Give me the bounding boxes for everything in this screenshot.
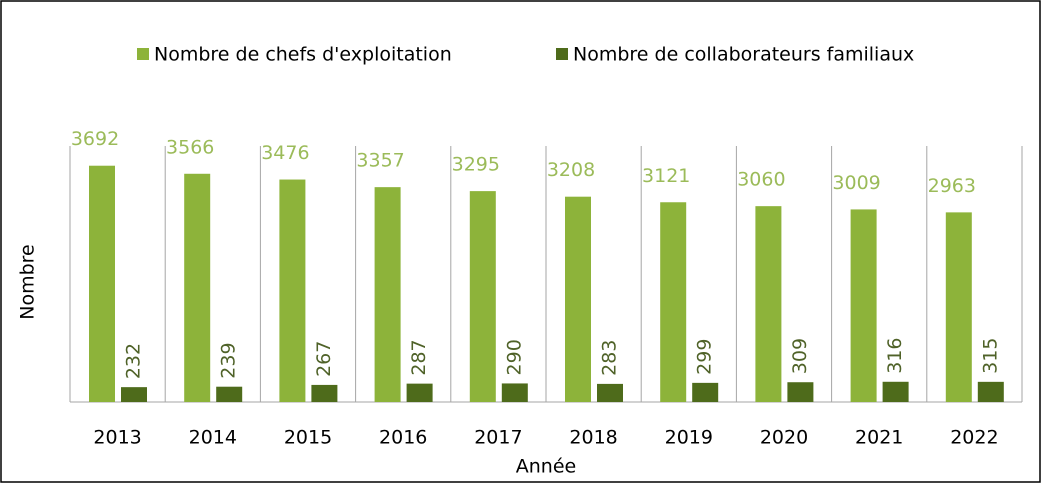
value-label: 2963: [928, 175, 976, 197]
value-label: 239: [218, 342, 240, 378]
x-tick-label: 2019: [665, 427, 713, 449]
bar: [660, 202, 687, 402]
x-tick-label: 2014: [189, 427, 237, 449]
bar: [945, 212, 972, 402]
bar: [469, 191, 496, 402]
bar: [597, 383, 623, 402]
bar: [787, 382, 814, 402]
value-label: 309: [789, 338, 811, 374]
value-label: 287: [408, 339, 430, 375]
bar: [755, 206, 782, 402]
x-tick-label: 2018: [569, 427, 617, 449]
value-label: 315: [979, 338, 1001, 374]
y-axis-title: Nombre: [17, 244, 39, 320]
bar: [565, 196, 591, 402]
value-label: 232: [123, 343, 145, 379]
value-label: 3009: [832, 172, 880, 194]
bar: [977, 381, 1004, 402]
x-axis-title: Année: [516, 456, 576, 478]
bar: [850, 209, 877, 402]
x-tick-label: 2017: [474, 427, 522, 449]
value-label: 3295: [452, 154, 500, 176]
x-tick-label: 2016: [379, 427, 427, 449]
value-label: 3357: [356, 150, 404, 172]
legend-label: Nombre de collaborateurs familiaux: [573, 44, 914, 66]
value-label: 316: [884, 338, 906, 374]
value-label: 3476: [261, 142, 309, 164]
bar: [406, 383, 433, 402]
legend-swatch: [556, 48, 568, 60]
x-tick-label: 2022: [950, 427, 998, 449]
legend-label: Nombre de chefs d'exploitation: [154, 44, 452, 66]
bar: [89, 165, 115, 402]
x-tick-label: 2015: [284, 427, 332, 449]
value-label: 267: [313, 341, 335, 377]
bar: [501, 383, 528, 402]
legend-swatch: [137, 48, 149, 60]
bar: [279, 179, 306, 402]
value-label: 290: [503, 339, 525, 375]
bar: [311, 384, 338, 402]
x-tick-label: 2020: [760, 427, 808, 449]
bar: [692, 382, 719, 402]
bar: [216, 386, 243, 402]
value-label: 3566: [166, 136, 214, 158]
bar: [882, 381, 909, 402]
x-tick-label: 2013: [93, 427, 141, 449]
bar: [374, 187, 401, 402]
value-label: 3060: [737, 169, 785, 191]
value-label: 3121: [642, 165, 690, 187]
value-label: 283: [599, 340, 621, 376]
value-label: 3208: [547, 159, 595, 181]
bar: [184, 173, 211, 402]
value-label: 3692: [71, 128, 119, 150]
bar: [121, 387, 147, 402]
x-tick-label: 2021: [855, 427, 903, 449]
value-label: 299: [694, 339, 716, 375]
